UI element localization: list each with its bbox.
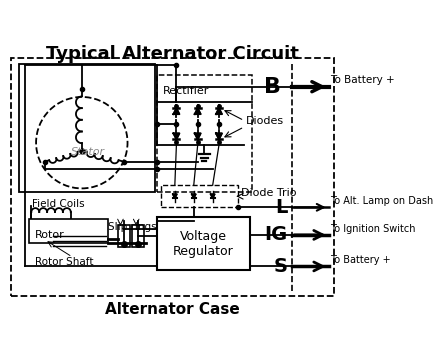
Text: S: S [273, 257, 288, 276]
Text: To Battery +: To Battery + [330, 255, 391, 265]
Polygon shape [173, 194, 177, 198]
Text: IG: IG [264, 225, 288, 244]
Text: Rotor Shaft: Rotor Shaft [35, 257, 94, 267]
Polygon shape [173, 108, 179, 114]
Text: Diode Trio: Diode Trio [241, 188, 296, 198]
Text: Voltage
Regulator: Voltage Regulator [173, 230, 233, 258]
Text: To Ignition Switch: To Ignition Switch [330, 224, 416, 234]
Text: Slip rings: Slip rings [108, 221, 157, 232]
Text: To Alt. Lamp on Dash: To Alt. Lamp on Dash [330, 196, 434, 206]
Text: Diodes: Diodes [246, 115, 284, 126]
Text: Field Coils: Field Coils [32, 199, 85, 210]
Polygon shape [216, 133, 222, 139]
Text: Typical Alternator Circuit: Typical Alternator Circuit [46, 45, 299, 63]
Text: B: B [264, 77, 281, 97]
Text: L: L [275, 198, 288, 217]
Text: Alternator Case: Alternator Case [105, 302, 240, 317]
Polygon shape [191, 194, 196, 198]
Polygon shape [173, 133, 179, 139]
Polygon shape [216, 108, 222, 114]
Text: Stator: Stator [71, 147, 105, 157]
Polygon shape [195, 133, 201, 139]
Polygon shape [210, 194, 215, 198]
Text: Rotor: Rotor [35, 230, 65, 240]
Text: Rectifier: Rectifier [163, 86, 209, 96]
Text: To Battery +: To Battery + [330, 75, 395, 85]
Polygon shape [195, 108, 201, 114]
